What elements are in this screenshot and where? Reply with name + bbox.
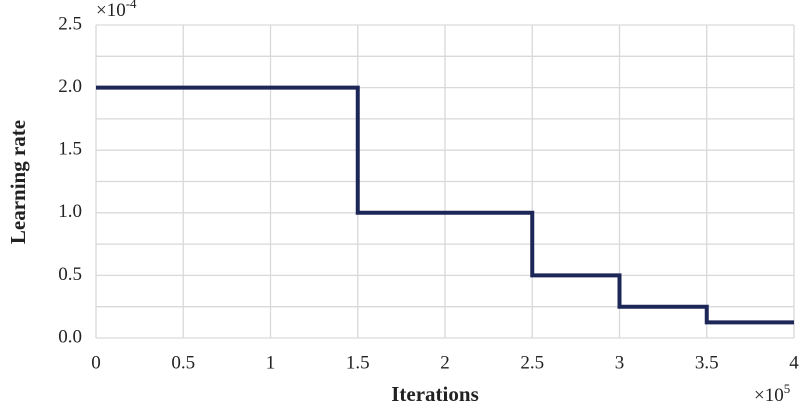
x-multiplier: ×105	[754, 381, 790, 406]
line-series	[96, 85, 794, 325]
y-multiplier-base: ×10	[96, 0, 126, 21]
y-tick-label: 2.0	[58, 76, 82, 97]
y-tick-label: 0.5	[58, 264, 82, 285]
x-tick-label: 1.5	[346, 352, 370, 373]
x-tick-label: 3	[615, 352, 625, 373]
x-tick-label: 3.5	[695, 352, 719, 373]
x-tick-label: 2.5	[520, 352, 544, 373]
x-tick-label: 2	[440, 352, 450, 373]
x-multiplier-exponent: 5	[784, 381, 791, 396]
x-tick-label: 4	[789, 352, 799, 373]
x-tick-label: 1	[266, 352, 276, 373]
x-multiplier-base: ×10	[754, 385, 784, 406]
y-tick-label: 1.0	[58, 201, 82, 222]
y-multiplier: ×10-4	[96, 0, 137, 21]
x-tick-label: 0.5	[171, 352, 195, 373]
y-tick-label: 1.5	[58, 139, 82, 160]
x-tick-label: 0	[91, 352, 101, 373]
y-tick-label: 0.0	[58, 326, 82, 347]
y-multiplier-exponent: -4	[126, 0, 137, 11]
y-axis-label: Learning rate	[6, 120, 30, 244]
x-axis-label: Iterations	[391, 382, 479, 406]
y-tick-label: 2.5	[58, 13, 82, 34]
